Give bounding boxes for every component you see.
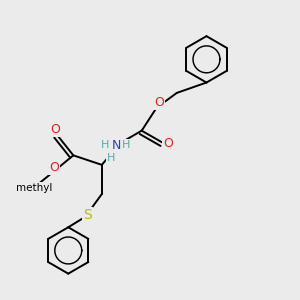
Text: O: O: [154, 96, 164, 109]
Text: methyl: methyl: [16, 183, 53, 193]
Text: H: H: [106, 153, 115, 163]
Text: S: S: [83, 208, 92, 222]
Text: O: O: [49, 161, 59, 174]
Text: H: H: [100, 140, 109, 150]
Text: O: O: [50, 123, 60, 136]
Text: O: O: [164, 137, 173, 150]
Text: H: H: [122, 140, 130, 150]
Text: N: N: [111, 139, 121, 152]
